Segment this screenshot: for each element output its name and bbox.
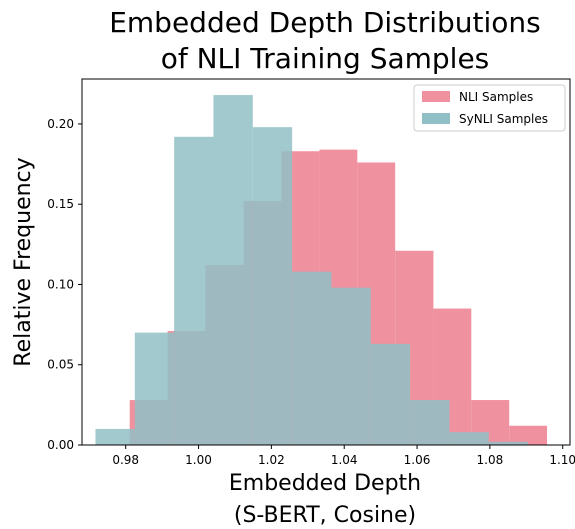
synli-bar bbox=[331, 287, 371, 445]
x-tick-label: 1.08 bbox=[477, 453, 504, 467]
axes-frame bbox=[81, 78, 571, 446]
synli-bar bbox=[449, 432, 489, 445]
x-axis-ticks: 0.98 1.00 1.02 1.04 1.06 1.08 1.10 bbox=[112, 445, 575, 467]
y-tick-label: 0.10 bbox=[47, 277, 74, 291]
synli-bar bbox=[252, 127, 293, 445]
synli-bar bbox=[134, 332, 175, 445]
nli-bar bbox=[509, 425, 548, 445]
plot-area bbox=[95, 95, 548, 445]
legend-label-nli: NLI Samples bbox=[459, 90, 533, 104]
synli-bar bbox=[370, 343, 411, 445]
y-tick-label: 0.00 bbox=[47, 438, 74, 452]
x-tick-label: 1.06 bbox=[404, 453, 431, 467]
synli-bar bbox=[95, 428, 135, 445]
x-axis-label-line-1: Embedded Depth bbox=[229, 471, 421, 496]
chart-title-line-1: Embedded Depth Distributions bbox=[109, 6, 541, 39]
synli-bar bbox=[292, 271, 332, 445]
y-tick-label: 0.20 bbox=[47, 117, 74, 131]
synli-bar bbox=[410, 400, 450, 445]
synli-bar bbox=[174, 136, 214, 445]
x-tick-label: 1.10 bbox=[549, 453, 575, 467]
legend-box bbox=[413, 84, 566, 132]
legend-label-synli: SyNLI Samples bbox=[459, 112, 548, 126]
legend-swatch-synli bbox=[422, 113, 450, 124]
x-tick-label: 0.98 bbox=[112, 453, 139, 467]
y-tick-label: 0.05 bbox=[47, 358, 74, 372]
synli-bar bbox=[488, 441, 529, 445]
synli-bar bbox=[213, 95, 253, 445]
x-tick-label: 1.00 bbox=[185, 453, 212, 467]
x-axis-label-line-2: (S-BERT, Cosine) bbox=[234, 503, 416, 528]
x-tick-label: 1.02 bbox=[258, 453, 285, 467]
chart-title-line-2: of NLI Training Samples bbox=[161, 42, 490, 75]
y-axis-ticks: 0.00 0.05 0.10 0.15 0.20 bbox=[47, 117, 82, 452]
legend-swatch-nli bbox=[422, 91, 450, 102]
y-axis-label: Relative Frequency bbox=[11, 157, 36, 366]
legend: NLI Samples SyNLI Samples bbox=[413, 84, 566, 132]
x-tick-label: 1.04 bbox=[331, 453, 358, 467]
y-tick-label: 0.15 bbox=[47, 197, 74, 211]
